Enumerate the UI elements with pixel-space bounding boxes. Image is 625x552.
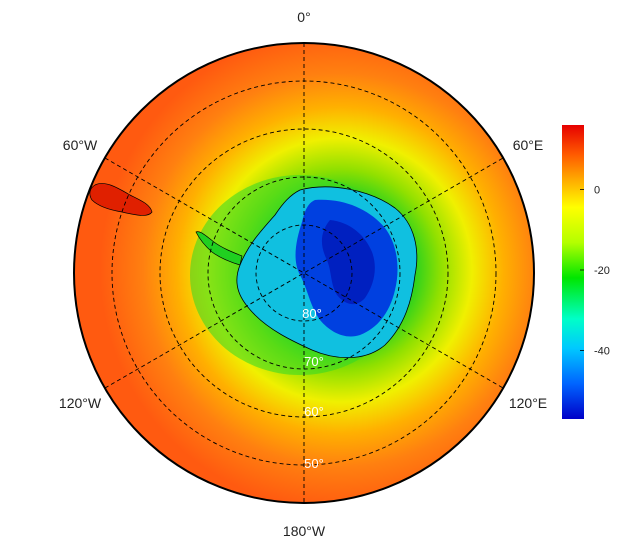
lon-label-bottom: 180°W [283,523,326,539]
lon-label-upper-left: 60°W [63,137,98,153]
lat-label-50: 50° [304,456,324,471]
colorbar-tick-label: 0 [594,184,600,196]
lat-label-60: 60° [304,404,324,419]
graticule [104,43,504,503]
lat-label-70: 70° [304,354,324,369]
temperature-field [74,43,534,503]
south-america-tip [89,183,153,216]
colorbar-gradient [562,125,584,419]
colorbar-tick-label: -20 [594,265,610,277]
colorbar-tick-label: -40 [594,346,610,358]
lon-label-lower-right: 120°E [509,395,547,411]
lon-label-upper-right: 60°E [513,137,544,153]
map-frame [73,42,535,504]
colorbar: 0 -20 -40 [562,125,610,419]
lat-label-80: 80° [302,306,322,321]
lon-label-top: 0° [297,9,310,25]
lon-label-lower-left: 120°W [59,395,102,411]
